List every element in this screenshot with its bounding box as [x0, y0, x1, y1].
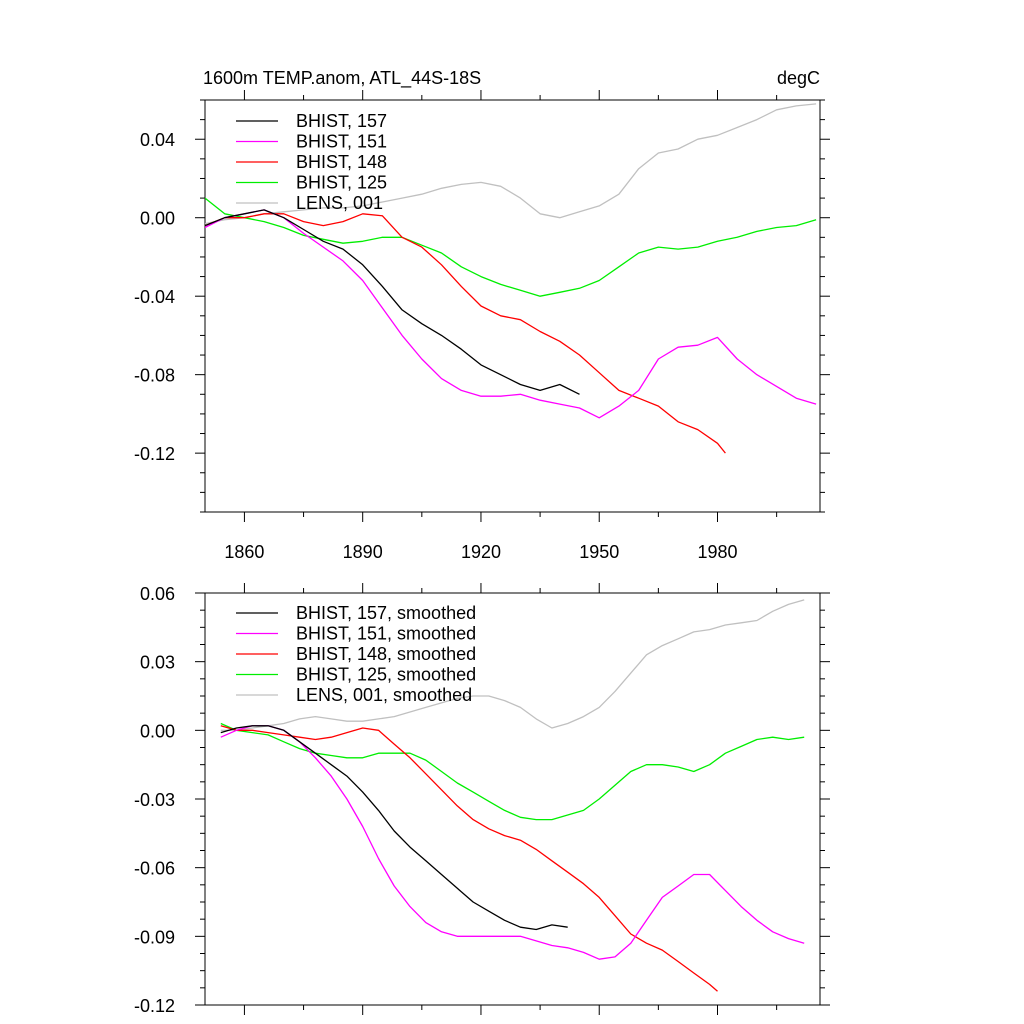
bottom-series-line-1 [220, 725, 568, 931]
bottom-y-tick-label: 0.00 [140, 721, 175, 741]
top-x-tick-label: 1920 [461, 542, 501, 562]
bottom-y-tick-label: 0.06 [140, 584, 175, 604]
top-x-tick-label: 1860 [224, 542, 264, 562]
bottom-legend-label: BHIST, 151, smoothed [296, 624, 476, 644]
top-legend-label: BHIST, 151 [296, 132, 387, 152]
bottom-series-line-4 [220, 722, 805, 821]
bottom-legend-label: BHIST, 148, smoothed [296, 644, 476, 664]
top-series-line-5 [204, 103, 817, 225]
bottom-legend-label: LENS, 001, smoothed [296, 685, 472, 705]
top-y-tick-label: 0.00 [140, 209, 175, 229]
top-series-lines [204, 103, 817, 454]
bottom-series-lines [220, 599, 805, 992]
top-y-tick-label: -0.04 [134, 287, 175, 307]
bottom-series-line-5 [220, 599, 805, 731]
bottom-series-line-2 [220, 725, 805, 960]
bottom-axis-ticks: -0.12 -0.09 -0.06 -0.03 0.00 0.03 0.06 [134, 583, 830, 1016]
bottom-legend-label: BHIST, 125, smoothed [296, 665, 476, 685]
bottom-series-line-3 [220, 725, 718, 992]
top-y-tick-label: 0.04 [140, 130, 175, 150]
top-legend-label: BHIST, 157 [296, 111, 387, 131]
top-panel-units: degC [777, 68, 820, 88]
top-legend-label: BHIST, 148 [296, 152, 387, 172]
top-legend-label: BHIST, 125 [296, 173, 387, 193]
top-series-line-3 [204, 213, 726, 454]
top-panel-title: 1600m TEMP.anom, ATL_44S-18S [203, 68, 481, 89]
top-series-line-1 [204, 209, 580, 395]
top-x-tick-label: 1950 [579, 542, 619, 562]
bottom-legend-label: BHIST, 157, smoothed [296, 603, 476, 623]
top-panel: 1600m TEMP.anom, ATL_44S-18S degC 1860 18… [134, 68, 830, 562]
top-legend-label: LENS, 001 [296, 193, 383, 213]
top-plot-frame [204, 99, 821, 513]
bottom-y-tick-label: -0.09 [134, 927, 175, 947]
top-y-tick-label: -0.12 [134, 444, 175, 464]
top-x-tick-label: 1890 [343, 542, 383, 562]
top-axis-ticks: 1860 1890 1920 1950 1980 -0.12 -0.08 -0.04 0.00 0… [134, 90, 830, 562]
top-x-tick-label: 1980 [697, 542, 737, 562]
bottom-y-tick-label: 0.03 [140, 653, 175, 673]
top-series-line-2 [204, 209, 817, 419]
bottom-y-tick-label: -0.12 [134, 996, 175, 1016]
bottom-y-tick-label: -0.06 [134, 859, 175, 879]
top-y-tick-label: -0.08 [134, 366, 175, 386]
bottom-y-tick-label: -0.03 [134, 790, 175, 810]
bottom-panel: -0.12 -0.09 -0.06 -0.03 0.00 0.03 0.06 BHIST, … [134, 583, 830, 1016]
